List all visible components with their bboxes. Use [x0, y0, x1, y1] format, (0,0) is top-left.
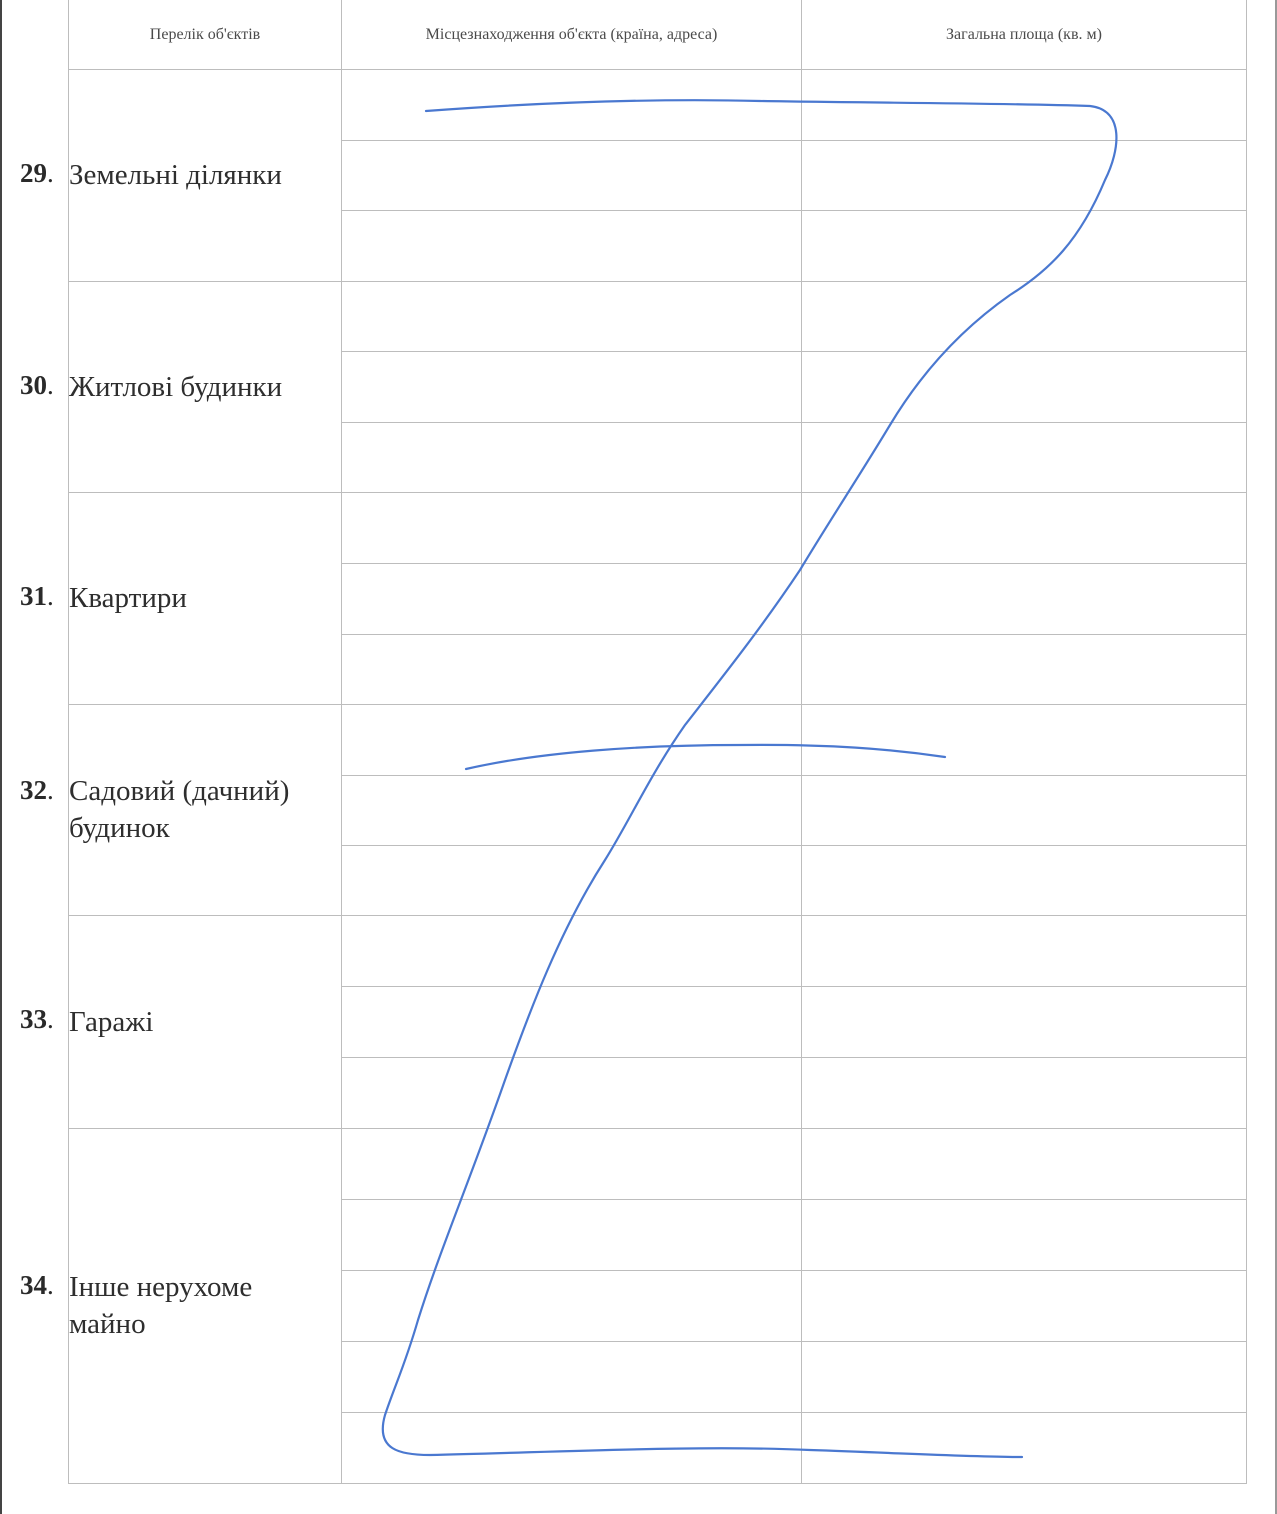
area-cell[interactable] [801, 704, 1247, 776]
object-type-label-line: Садовий (дачний) [69, 775, 290, 808]
area-cell[interactable] [801, 1056, 1247, 1129]
location-cell[interactable] [341, 915, 802, 988]
object-type-label: Садовий (дачний) будинок [68, 704, 342, 917]
object-type-label-line: Інше нерухоме [69, 1270, 253, 1303]
row-number: 29. [20, 158, 54, 189]
area-cell[interactable] [801, 633, 1247, 706]
row-number: 33. [20, 1004, 54, 1035]
row-number: 30. [20, 370, 54, 401]
location-cell[interactable] [341, 69, 802, 141]
object-type-label: Житлові будинки [68, 281, 342, 494]
location-cell[interactable] [341, 704, 802, 776]
object-type-label-line: Земельні ділянки [69, 159, 282, 192]
row-number-value: 30 [20, 369, 47, 400]
location-cell[interactable] [341, 281, 802, 353]
location-cell[interactable] [341, 986, 802, 1058]
table-row: Житлові будинки [68, 281, 1247, 494]
row-number: 34. [20, 1270, 54, 1301]
area-cell[interactable] [801, 845, 1247, 917]
area-cell[interactable] [801, 139, 1247, 212]
location-cell[interactable] [341, 210, 802, 283]
row-number-dot: . [47, 581, 54, 611]
area-cell[interactable] [801, 281, 1247, 353]
row-number-value: 29 [20, 158, 47, 188]
row-number-dot: . [47, 1004, 54, 1034]
area-cell[interactable] [801, 351, 1247, 423]
area-cell[interactable] [801, 1127, 1247, 1200]
area-cell[interactable] [801, 915, 1247, 988]
location-cell[interactable] [341, 351, 802, 423]
table-body: Земельні ділянки Житлові будинки Квартири С… [68, 68, 1247, 1485]
header-objects: Перелік об'єктів [68, 0, 342, 70]
area-cell[interactable] [801, 986, 1247, 1058]
page-edge-left [0, 0, 2, 1514]
area-cell[interactable] [801, 562, 1247, 635]
object-type-label: Земельні ділянки [68, 68, 342, 283]
location-cell[interactable] [341, 1340, 802, 1413]
object-type-label-line: майно [69, 1307, 146, 1340]
object-type-label-line: будинок [69, 812, 170, 845]
location-cell[interactable] [341, 1411, 802, 1485]
row-number-value: 33 [20, 1004, 47, 1034]
location-cell[interactable] [341, 1198, 802, 1271]
row-number-dot: . [47, 774, 54, 805]
page-edge-right [1275, 0, 1277, 1514]
area-cell[interactable] [801, 210, 1247, 283]
area-cell[interactable] [801, 1340, 1247, 1413]
location-cell[interactable] [341, 774, 802, 847]
location-cell[interactable] [341, 845, 802, 917]
object-type-label-line: Квартири [69, 582, 187, 615]
row-number: 32. [20, 775, 54, 806]
row-number-value: 32 [20, 774, 47, 805]
area-cell[interactable] [801, 1411, 1247, 1485]
row-number-dot: . [47, 369, 54, 400]
location-cell[interactable] [341, 633, 802, 706]
row-number-value: 31 [20, 581, 47, 611]
object-type-label: Гаражі [68, 915, 342, 1129]
object-type-label: Інше нерухоме майно [68, 1127, 342, 1485]
object-type-label: Квартири [68, 492, 342, 706]
row-number-value: 34 [20, 1269, 47, 1300]
area-cell[interactable] [801, 774, 1247, 847]
location-cell[interactable] [341, 1056, 802, 1129]
row-number: 31. [20, 581, 54, 612]
real-estate-table: Перелік об'єктів Місцезнаходження об'єкт… [68, 0, 1247, 1485]
location-cell[interactable] [341, 139, 802, 212]
location-cell[interactable] [341, 562, 802, 635]
location-cell[interactable] [341, 492, 802, 564]
location-cell[interactable] [341, 1127, 802, 1200]
row-number-dot: . [47, 1269, 54, 1300]
table-row: Садовий (дачний) будинок [68, 704, 1247, 917]
table-row: Квартири [68, 492, 1247, 706]
table-header-row: Перелік об'єктів Місцезнаходження об'єкт… [68, 0, 1247, 70]
object-type-label-line: Житлові будинки [69, 370, 283, 403]
area-cell[interactable] [801, 492, 1247, 564]
table-row: Земельні ділянки [68, 68, 1247, 283]
location-cell[interactable] [341, 1269, 802, 1342]
location-cell[interactable] [341, 421, 802, 494]
header-area: Загальна площа (кв. м) [801, 0, 1247, 70]
table-row: Інше нерухоме майно [68, 1127, 1247, 1485]
area-cell[interactable] [801, 69, 1247, 141]
area-cell[interactable] [801, 421, 1247, 494]
area-cell[interactable] [801, 1198, 1247, 1271]
table-row: Гаражі [68, 915, 1247, 1129]
object-type-label-line: Гаражі [69, 1005, 154, 1038]
row-number-dot: . [47, 158, 54, 188]
declaration-table: Перелік об'єктів Місцезнаходження об'єкт… [68, 0, 1247, 1485]
header-location: Місцезнаходження об'єкта (країна, адреса… [341, 0, 802, 70]
area-cell[interactable] [801, 1269, 1247, 1342]
